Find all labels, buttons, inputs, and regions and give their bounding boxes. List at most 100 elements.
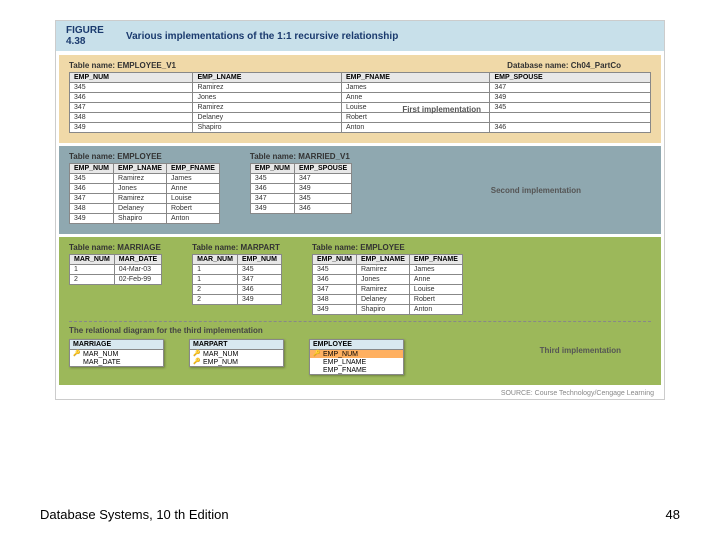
table-cell: Delaney [356, 295, 409, 305]
table-cell: 345 [70, 174, 114, 184]
table-row: 347RamirezLouise [312, 285, 462, 295]
erd-field: 🔑MAR_NUM [70, 350, 163, 358]
table-cell: Robert [166, 204, 219, 214]
table-cell: Anton [341, 123, 490, 133]
key-icon: 🔑 [193, 358, 201, 366]
table-row: 347RamirezLouise345 [70, 103, 651, 113]
table-cell: 345 [237, 265, 281, 275]
database-name: Database name: Ch04_PartCo [507, 61, 621, 70]
erd-field: EMP_FNAME [310, 366, 403, 374]
table-row: 347RamirezLouise [70, 194, 220, 204]
table-cell: 346 [312, 275, 356, 285]
table-cell: Robert [341, 113, 490, 123]
column-header: EMP_NUM [237, 255, 281, 265]
table-marriage: MAR_NUMMAR_DATE104-Mar-03202-Feb-99 [69, 254, 162, 285]
table-cell: 1 [193, 275, 238, 285]
table-cell: 348 [312, 295, 356, 305]
erd-field: MAR_DATE [70, 358, 163, 366]
column-header: EMP_NUM [70, 164, 114, 174]
table-cell: 349 [490, 93, 651, 103]
key-icon [313, 366, 321, 374]
figure-header: FIGURE 4.38 Various implementations of t… [56, 21, 664, 55]
key-icon [313, 358, 321, 366]
column-header: EMP_NUM [312, 255, 356, 265]
erd-field-name: EMP_FNAME [323, 367, 367, 374]
erd-entity-title: EMPLOYEE [310, 340, 403, 350]
table-cell: James [166, 174, 219, 184]
table-employee: EMP_NUMEMP_LNAMEEMP_FNAME345RamirezJames… [312, 254, 463, 315]
column-header: MAR_NUM [70, 255, 115, 265]
column-header: EMP_SPOUSE [490, 73, 651, 83]
table-cell: 346 [250, 184, 294, 194]
erd-entity: EMPLOYEE🔑EMP_NUMEMP_LNAMEEMP_FNAME [309, 339, 404, 375]
erd-container: MARRIAGE🔑MAR_NUMMAR_DATEMARPART🔑MAR_NUM🔑… [69, 339, 651, 375]
table-cell: 349 [70, 214, 114, 224]
table-row: 104-Mar-03 [70, 265, 162, 275]
table-cell: 349 [294, 184, 351, 194]
table-name: Table name: EMPLOYEE [312, 243, 463, 252]
slide-footer: Database Systems, 10 th Edition 48 [0, 507, 720, 522]
table-cell: 349 [70, 123, 193, 133]
table-row: 349ShapiroAnton [70, 214, 220, 224]
table-cell: Shapiro [114, 214, 167, 224]
erd-field: EMP_LNAME [310, 358, 403, 366]
table-cell: 348 [70, 113, 193, 123]
table-cell: Delaney [193, 113, 342, 123]
table-cell: Anton [409, 305, 462, 315]
source-note: SOURCE: Course Technology/Cengage Learni… [56, 388, 664, 399]
table-cell: Delaney [114, 204, 167, 214]
table-cell: 346 [490, 123, 651, 133]
erd-field-name: EMP_LNAME [323, 359, 366, 366]
table-cell: 346 [70, 93, 193, 103]
column-header: EMP_FNAME [341, 73, 490, 83]
table-cell: 349 [312, 305, 356, 315]
erd-field-name: EMP_NUM [203, 359, 238, 366]
table-cell: Ramirez [193, 83, 342, 93]
table-row: 349346 [250, 204, 351, 214]
key-icon: 🔑 [313, 350, 321, 358]
table-cell: 347 [250, 194, 294, 204]
table-row: 1345 [193, 265, 282, 275]
table-name: Table name: MARPART [192, 243, 282, 252]
table-cell: Ramirez [114, 194, 167, 204]
table-cell: Ramirez [193, 103, 342, 113]
erd-entity: MARRIAGE🔑MAR_NUMMAR_DATE [69, 339, 164, 367]
table-cell: James [409, 265, 462, 275]
relational-diagram-title: The relational diagram for the third imp… [69, 321, 651, 335]
table-employee: EMP_NUMEMP_LNAMEEMP_FNAME345RamirezJames… [69, 163, 220, 224]
table-row: 345RamirezJames [70, 174, 220, 184]
key-icon: 🔑 [73, 350, 81, 358]
erd-entity-title: MARRIAGE [70, 340, 163, 350]
table-row: 346JonesAnne [70, 184, 220, 194]
table-row: 345RamirezJames347 [70, 83, 651, 93]
table-cell: 347 [70, 194, 114, 204]
table-cell: 346 [294, 204, 351, 214]
table-row: 349ShapiroAnton [312, 305, 462, 315]
table-row: 346JonesAnne349 [70, 93, 651, 103]
table-cell: 2 [193, 295, 238, 305]
table-cell: Shapiro [356, 305, 409, 315]
table-employee-v1: EMP_NUMEMP_LNAMEEMP_FNAMEEMP_SPOUSE345Ra… [69, 72, 651, 133]
table-cell: Jones [193, 93, 342, 103]
table-name: Table name: MARRIAGE [69, 243, 162, 252]
section-1: Database name: Ch04_PartCo First impleme… [56, 55, 664, 146]
impl-label-1: First implementation [402, 105, 481, 114]
table-name: Table name: MARRIED_V1 [250, 152, 352, 161]
table-cell: 347 [312, 285, 356, 295]
table-row: 2349 [193, 295, 282, 305]
erd-field-name: MAR_NUM [83, 351, 118, 358]
table-row: 347345 [250, 194, 351, 204]
erd-field-name: MAR_NUM [203, 351, 238, 358]
table-married-v1: EMP_NUMEMP_SPOUSE34534734634934734534934… [250, 163, 352, 214]
table-row: 346349 [250, 184, 351, 194]
section-2: Second implementation Table name: EMPLOY… [56, 146, 664, 237]
table-cell: Ramirez [356, 265, 409, 275]
section-3: Third implementation Table name: MARRIAG… [56, 237, 664, 388]
key-icon [73, 358, 81, 366]
table-row: 345RamirezJames [312, 265, 462, 275]
table-cell: 2 [193, 285, 238, 295]
table-cell: Ramirez [356, 285, 409, 295]
table-cell: 1 [70, 265, 115, 275]
table-marpart: MAR_NUMEMP_NUM1345134723462349 [192, 254, 282, 305]
table-cell: 02-Feb-99 [114, 275, 161, 285]
